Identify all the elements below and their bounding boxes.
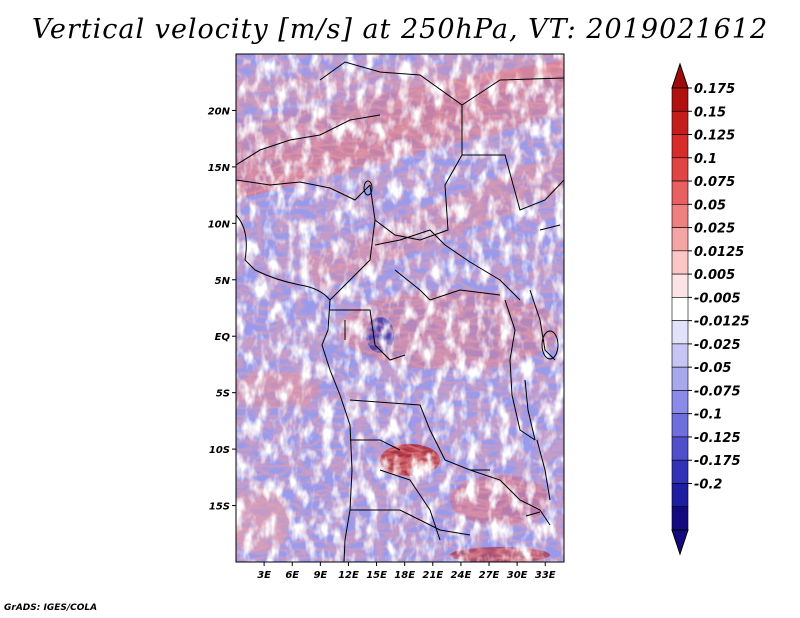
colorbar-label: -0.0125 [694, 315, 750, 330]
chart-title: Vertical velocity [m/s] at 250hPa, VT: 2… [31, 14, 769, 45]
colorbar-swatch [671, 483, 689, 508]
lon-tick-label: 12E [338, 570, 359, 581]
colorbar-swatch [671, 366, 689, 391]
lon-tick-label: 30E [507, 570, 528, 581]
lat-tick-label: 10S [209, 445, 230, 456]
lat-tick-label: 15S [209, 502, 230, 513]
colorbar-swatch [671, 459, 689, 484]
colorbar-bottom-arrow [671, 529, 689, 556]
colorbar-swatch [671, 390, 689, 414]
colorbar-swatch [671, 157, 689, 182]
lon-tick-label: 24E [451, 570, 472, 581]
lat-tick-label: 10N [208, 219, 231, 230]
colorbar-label: -0.2 [694, 477, 722, 492]
colorbar-label: -0.075 [694, 384, 741, 399]
colorbar-swatch [671, 134, 689, 159]
colorbar-label: 0.125 [694, 129, 735, 144]
lon-tick-label: 18E [394, 570, 415, 581]
colorbar-label: 0.175 [694, 82, 735, 97]
lon-tick-label: 27E [479, 570, 500, 581]
colorbar-label: -0.125 [694, 431, 741, 446]
colorbar-label: 0.005 [694, 268, 735, 283]
colorbar-swatch [671, 227, 689, 252]
colorbar-swatch [671, 436, 689, 461]
lon-tick-label: 33E [535, 570, 556, 581]
country-borders [236, 61, 564, 562]
lat-tick-label: 20N [208, 106, 231, 117]
colorbar-swatch [671, 343, 689, 368]
lon-tick-label: 6E [285, 570, 299, 581]
colorbar-swatch [671, 87, 689, 112]
colorbar-label: 0.05 [694, 198, 726, 213]
colorbar-label: -0.175 [694, 454, 741, 469]
vertical-velocity-field [236, 54, 564, 562]
colorbar-swatch [671, 204, 689, 228]
lat-tick-label: 5S [216, 389, 230, 400]
grads-credit: GrADS: IGES/COLA [4, 603, 98, 613]
colorbar-swatch [671, 413, 689, 438]
colorbar-label: 0.15 [694, 105, 726, 120]
colorbar-label: -0.1 [694, 408, 722, 423]
colorbar-label: 0.1 [694, 152, 717, 167]
colorbar-top-arrow [671, 62, 689, 89]
lat-tick-label: 15N [208, 163, 231, 174]
lat-tick-label: EQ [215, 332, 231, 343]
colorbar: 0.175 0.15 0.125 0.1 0.075 0.05 0.025 0.0125 0.0… [671, 62, 750, 556]
colorbar-label: -0.05 [694, 361, 731, 376]
colorbar-swatch [671, 506, 689, 531]
lon-tick-label: 9E [313, 570, 327, 581]
colorbar-label: 0.075 [694, 175, 735, 190]
colorbar-swatch [671, 297, 689, 321]
lat-tick-label: 5N [215, 276, 231, 287]
lon-tick-label: 21E [422, 570, 443, 581]
longitude-axis: 3E 6E 9E 12E 15E 18E 21E 24E 27E 30E 33E [257, 562, 556, 581]
colorbar-swatch [671, 180, 689, 205]
latitude-axis: 20N 15N 10N 5N EQ 5S 10S 15S [208, 106, 236, 513]
colorbar-label: 0.025 [694, 222, 735, 237]
colorbar-swatch [671, 250, 689, 275]
colorbar-label: -0.025 [694, 338, 741, 353]
lon-tick-label: 15E [366, 570, 387, 581]
colorbar-swatch [671, 273, 689, 298]
colorbar-label: -0.005 [694, 291, 741, 306]
colorbar-swatch [671, 110, 689, 135]
colorbar-swatch [671, 320, 689, 345]
lakes [363, 180, 559, 517]
map-frame [235, 53, 565, 563]
lon-tick-label: 3E [257, 570, 271, 581]
colorbar-label: 0.0125 [694, 245, 744, 260]
